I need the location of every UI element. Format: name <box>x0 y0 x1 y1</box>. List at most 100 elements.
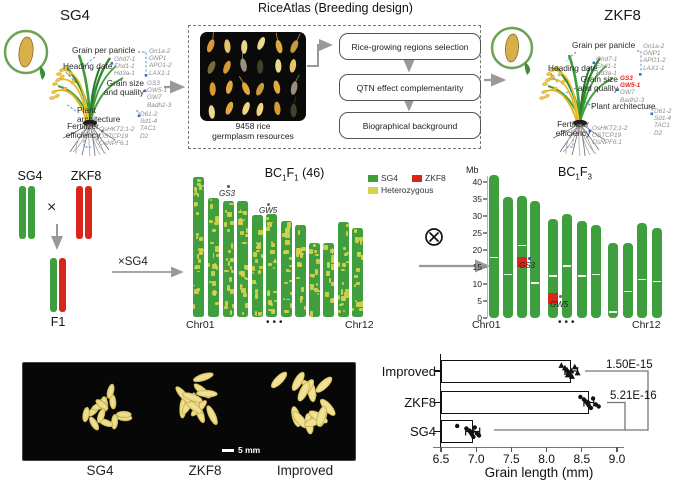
het-streak <box>193 266 197 269</box>
het-streak <box>245 233 248 237</box>
chart-x-tick-label: 7.0 <box>467 452 485 466</box>
het-streak <box>196 178 202 183</box>
introgression-segment-gs3 <box>517 257 527 267</box>
trait-gene-list: Ghd7-1 Ehd1-1 Hd3a-1 <box>596 56 617 78</box>
mb-axis-unit: Mb <box>466 165 479 175</box>
bc1f1-chromosome-bar <box>309 243 320 317</box>
bc1f3-chromosome-bar <box>608 243 618 318</box>
het-streak <box>245 227 248 234</box>
centromere-mark <box>518 244 526 247</box>
pvalue-zkf8-vs-sg4: 5.21E-16 <box>610 389 657 402</box>
het-streak <box>270 310 275 313</box>
het-streak <box>195 212 200 215</box>
gene-name: LAX1-1 <box>149 69 171 77</box>
het-streak <box>330 299 334 304</box>
het-streak <box>252 279 256 285</box>
het-streak <box>313 250 318 254</box>
het-streak <box>296 277 301 280</box>
gene-name: Gn1a-2 <box>149 48 171 55</box>
bc1f3-chr01-label: Chr01 <box>472 319 501 331</box>
chart-y-tick <box>434 430 440 433</box>
het-streak <box>267 221 272 228</box>
het-streak <box>230 221 234 226</box>
trait-gene-list: D61-2 Sd1-4 TAC1 D2 <box>140 111 157 140</box>
gene-name: LAX1-1 <box>643 64 665 72</box>
bc1f3-chromosome-bar <box>548 219 558 318</box>
het-streak <box>231 304 234 309</box>
gene-name: GW7 <box>147 94 162 102</box>
germplasm-caption: 9458 rice germplasm resources <box>196 121 310 141</box>
centromere-mark <box>504 273 512 276</box>
het-streak <box>229 257 234 263</box>
het-streak <box>288 256 292 261</box>
het-streak <box>243 293 248 297</box>
centromere-mark <box>563 265 571 267</box>
mb-axis-tick <box>483 283 487 285</box>
centromere-mark <box>578 275 586 278</box>
het-streak <box>360 240 362 246</box>
chart-y-axis <box>439 354 441 448</box>
het-streak <box>299 296 303 301</box>
het-streak <box>208 263 210 267</box>
het-streak <box>300 252 303 259</box>
rice-grain-highlight <box>113 416 117 428</box>
het-streak <box>354 299 358 302</box>
het-streak <box>310 310 313 317</box>
backcross-label: ×SG4 <box>118 256 148 268</box>
het-streak <box>285 270 291 273</box>
het-streak <box>330 267 334 271</box>
het-streak <box>346 223 349 228</box>
het-streak <box>314 287 318 292</box>
gene-name: D61-2 <box>654 108 672 115</box>
het-streak <box>267 291 271 296</box>
het-streak <box>208 220 213 224</box>
het-streak <box>239 270 243 275</box>
rice-grain-highlight <box>294 413 306 427</box>
chart-x-tick-label: 9.0 <box>608 452 626 466</box>
het-streak <box>229 309 233 316</box>
gene-name: D61-2 <box>140 111 158 118</box>
het-streak <box>255 245 261 250</box>
gene-name: APO1-2 <box>149 62 172 70</box>
het-streak <box>212 281 217 287</box>
het-streak <box>343 253 349 256</box>
het-streak <box>258 270 262 275</box>
bc1f1-chromosome-bar <box>338 222 349 317</box>
het-streak <box>241 241 247 245</box>
gene-name: Ehd1-1 <box>596 63 617 71</box>
het-streak <box>338 295 341 300</box>
rice-grain <box>289 59 297 73</box>
gene-name: GNP1 <box>643 50 661 58</box>
rice-grain <box>256 82 265 96</box>
gene-name: GW5-1 <box>147 87 168 95</box>
het-streak <box>343 309 345 313</box>
het-streak <box>253 251 257 257</box>
het-streak <box>254 311 258 316</box>
het-streak <box>284 309 290 314</box>
bc1f1-title-p1: BC <box>264 166 283 180</box>
mb-tick-label: 35 <box>472 194 482 205</box>
het-streak <box>193 201 199 206</box>
bc1f3-gw5-label: GW5 <box>550 300 569 309</box>
grain-awn <box>238 76 244 84</box>
chart-category-label-improved: Improved <box>381 363 436 379</box>
het-streak <box>284 232 290 239</box>
rice-grain <box>257 36 266 50</box>
het-streak <box>239 230 244 235</box>
het-streak <box>273 258 276 262</box>
flow-step-background: Biographical background <box>339 112 481 139</box>
het-streak <box>301 286 305 292</box>
het-streak <box>323 245 328 251</box>
rice-grain <box>225 101 234 115</box>
centromere-mark <box>549 275 557 278</box>
bc1f3-chromosome-bar <box>623 243 633 318</box>
het-streak <box>273 291 277 293</box>
rice-grain <box>207 61 216 74</box>
het-streak <box>270 243 275 247</box>
bc1f1-gs3-label: GS3 <box>219 189 236 198</box>
het-streak <box>285 240 291 245</box>
grain-awn <box>295 74 300 83</box>
het-streak <box>338 262 341 267</box>
gene-name: OsHKT2;1-2 <box>592 125 628 132</box>
het-streak <box>296 252 300 258</box>
